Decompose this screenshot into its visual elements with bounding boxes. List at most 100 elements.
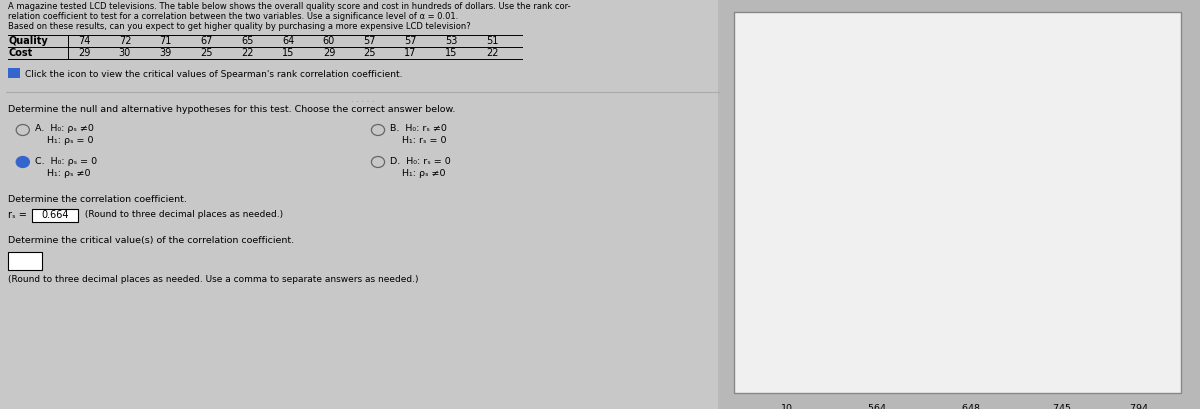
Text: α = 0.05: α = 0.05	[949, 247, 990, 256]
Text: Determine the critical value(s) of the correlation coefficient.: Determine the critical value(s) of the c…	[8, 236, 294, 245]
Text: .648: .648	[959, 404, 980, 409]
Text: Based on these results, can you expect to get higher quality by purchasing a mor: Based on these results, can you expect t…	[8, 22, 472, 31]
Text: .745: .745	[1050, 404, 1072, 409]
Text: .829: .829	[865, 299, 887, 308]
Text: 25: 25	[200, 48, 212, 58]
Text: .943: .943	[1050, 299, 1072, 308]
Text: 39: 39	[160, 48, 172, 58]
Text: .700: .700	[959, 378, 980, 387]
Text: .738: .738	[959, 352, 980, 361]
Text: .714: .714	[865, 326, 887, 335]
Bar	[745, 291, 1170, 317]
Bar	[1144, 22, 1174, 40]
Text: Critical Values of Spearman's Rank: Critical Values of Spearman's Rank	[752, 234, 926, 244]
Text: 30: 30	[119, 48, 131, 58]
Text: Quality: Quality	[8, 36, 48, 46]
Text: H₁: ρₛ ≠0: H₁: ρₛ ≠0	[390, 169, 445, 178]
Text: 53: 53	[445, 36, 457, 46]
Text: D.  H₀: rₛ = 0: D. H₀: rₛ = 0	[390, 157, 451, 166]
Text: 65: 65	[241, 36, 253, 46]
Text: 15: 15	[445, 48, 457, 58]
Text: 9: 9	[785, 378, 791, 387]
Text: 51: 51	[486, 36, 498, 46]
Text: Click the icon to view the critical values of Spearman's rank correlation coeffi: Click the icon to view the critical valu…	[25, 70, 403, 79]
Bar	[745, 265, 1170, 291]
Text: 8: 8	[785, 352, 791, 361]
Text: .564: .564	[865, 404, 887, 409]
Text: 15: 15	[282, 48, 294, 58]
Text: A.  H₀: ρₛ ≠0: A. H₀: ρₛ ≠0	[35, 124, 94, 133]
Text: —: —	[1133, 273, 1142, 282]
Text: 72: 72	[119, 36, 131, 46]
Text: (Round to three decimal places as needed.): (Round to three decimal places as needed…	[82, 210, 283, 219]
Bar	[32, 209, 78, 222]
Text: .600: .600	[865, 378, 887, 387]
Text: —: —	[1133, 299, 1142, 308]
Text: rₛ =: rₛ =	[8, 210, 30, 220]
Bar	[8, 68, 20, 78]
Bar	[8, 252, 42, 270]
Text: .794: .794	[1127, 404, 1148, 409]
Text: relation coefficient to test for a correlation between the two variables. Use a : relation coefficient to test for a corre…	[8, 12, 458, 21]
Text: n: n	[784, 247, 791, 256]
Text: .881: .881	[1127, 352, 1148, 361]
Bar	[745, 58, 1170, 371]
Text: H₁: rₛ = 0: H₁: rₛ = 0	[390, 136, 446, 145]
Text: 25: 25	[364, 48, 376, 58]
Text: 74: 74	[78, 36, 90, 46]
Text: A magazine tested LCD televisions. The table below shows the overall quality sco: A magazine tested LCD televisions. The t…	[8, 2, 571, 11]
Text: 64: 64	[282, 36, 294, 46]
Text: .783: .783	[1050, 378, 1072, 387]
Circle shape	[17, 157, 30, 168]
Text: .643: .643	[865, 352, 887, 361]
Text: 22: 22	[241, 48, 253, 58]
Text: α = 0.10: α = 0.10	[856, 247, 896, 256]
Text: —: —	[965, 273, 974, 282]
Text: .929: .929	[1127, 326, 1148, 335]
Text: H₁: ρₛ ≠0: H₁: ρₛ ≠0	[35, 169, 90, 178]
Text: 57: 57	[404, 36, 416, 46]
Text: H₁: ρₛ = 0: H₁: ρₛ = 0	[35, 136, 94, 145]
Text: .833: .833	[1050, 352, 1072, 361]
Text: .833: .833	[1127, 378, 1148, 387]
Text: α/2: α/2	[803, 188, 818, 198]
Bar	[745, 238, 1170, 265]
Text: Spearman's rank correlation coefficient: Spearman's rank correlation coefficient	[826, 27, 1090, 39]
Text: .786: .786	[959, 326, 980, 335]
Text: 0.664: 0.664	[42, 210, 68, 220]
Bar	[745, 369, 1170, 396]
Text: α/2: α/2	[1094, 188, 1110, 198]
Text: Cost: Cost	[8, 48, 32, 58]
Bar	[745, 317, 1170, 343]
Text: 57: 57	[364, 36, 376, 46]
Text: 1: 1	[1140, 211, 1146, 220]
Text: Determine the null and alternative hypotheses for this test. Choose the correct : Determine the null and alternative hypot…	[8, 105, 456, 114]
Text: 10: 10	[781, 404, 793, 409]
Bar	[745, 289, 1170, 291]
Text: 67: 67	[200, 36, 212, 46]
Text: rₛ: rₛ	[1045, 211, 1052, 220]
Text: α = 0.01: α = 0.01	[1117, 247, 1158, 256]
Text: 71: 71	[160, 36, 172, 46]
Text: B.  H₀: rₛ ≠0: B. H₀: rₛ ≠0	[390, 124, 446, 133]
Text: .893: .893	[1050, 326, 1072, 335]
Bar	[1108, 22, 1138, 40]
Text: C.  H₀: ρₛ = 0: C. H₀: ρₛ = 0	[35, 157, 97, 166]
Text: 60: 60	[323, 36, 335, 46]
Bar	[750, 55, 762, 65]
Text: α = 0.02: α = 0.02	[1040, 247, 1081, 256]
Text: Correlation Coefficient rₛ: Correlation Coefficient rₛ	[752, 247, 876, 257]
Text: ✓: ✓	[18, 158, 24, 167]
Text: . . . . .: . . . . .	[350, 95, 374, 104]
Text: (Round to three decimal places as needed. Use a comma to separate answers as nee: (Round to three decimal places as needed…	[8, 275, 419, 284]
Bar	[745, 291, 1170, 293]
Text: 29: 29	[78, 48, 90, 58]
Text: 6: 6	[785, 299, 791, 308]
Text: —: —	[1056, 273, 1066, 282]
Text: 5: 5	[785, 273, 791, 282]
Text: 7: 7	[785, 326, 791, 335]
Text: Determine the correlation coefficient.: Determine the correlation coefficient.	[8, 195, 187, 204]
Text: 29: 29	[323, 48, 335, 58]
Text: -1: -1	[764, 211, 774, 220]
Text: 17: 17	[404, 48, 416, 58]
